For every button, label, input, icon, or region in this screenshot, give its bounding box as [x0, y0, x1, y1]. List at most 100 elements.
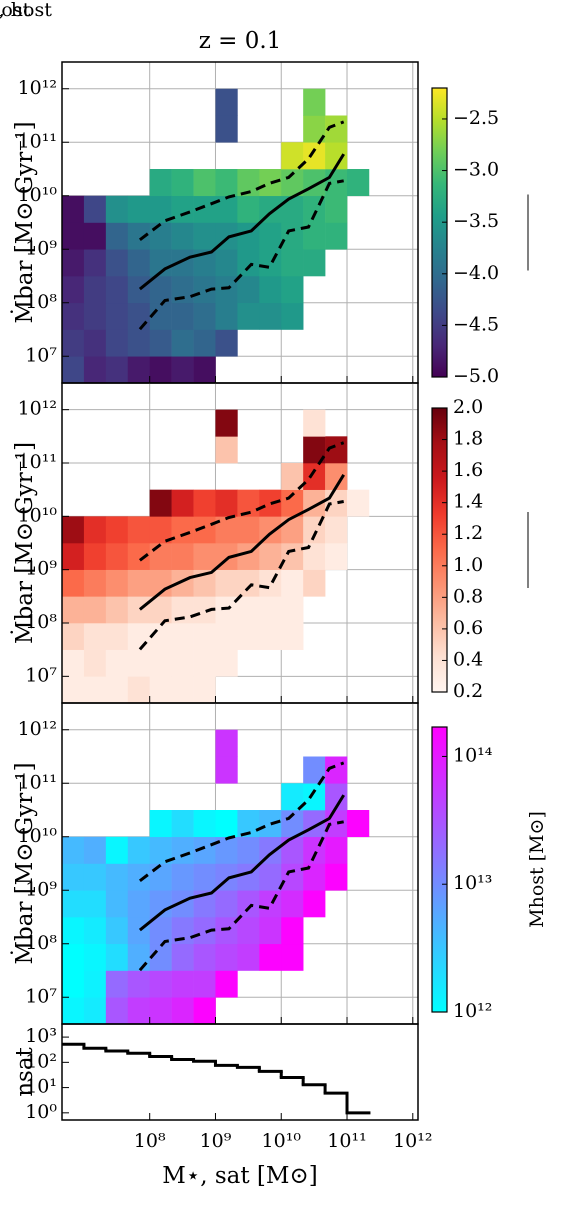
heatmap-cell: [171, 596, 194, 624]
colorbar-tick-label: 0.4: [453, 648, 483, 670]
heatmap-cell: [347, 489, 370, 517]
heatmap-cell: [281, 623, 304, 650]
heatmap-cell: [83, 516, 107, 544]
heatmap-cell: [171, 890, 194, 918]
y-tick-label: 10¹²: [18, 718, 57, 740]
heatmap-cell: [127, 329, 150, 357]
heatmap-cell: [325, 463, 348, 490]
chart-title: z = 0.1: [199, 28, 282, 54]
heatmap-cell: [83, 249, 107, 277]
colorbar-tick-label: −3.0: [453, 159, 499, 181]
heatmap-cell: [303, 463, 326, 490]
heatmap-cell: [215, 276, 238, 304]
heatmap-cell: [215, 596, 238, 624]
heatmap-cell: [281, 516, 304, 544]
heatmap-cell: [83, 356, 107, 383]
heatmap-cell: [127, 997, 150, 1024]
heatmap-cell: [171, 917, 194, 945]
heatmap-cell: [259, 276, 282, 304]
heatmap-cell: [83, 676, 107, 703]
x-axis-label: M⋆, sat [M⊙]: [162, 1163, 317, 1189]
x-tick-label: 10⁸: [134, 1130, 166, 1152]
x-tick-label: 10¹⁰: [262, 1130, 302, 1152]
heatmap-cell: [237, 302, 260, 330]
heatmap-cell: [149, 676, 172, 703]
colorbar-tick-label: −4.0: [453, 262, 499, 284]
colorbar-tick-label: 1.6: [453, 459, 483, 481]
heatmap-cell: [171, 302, 194, 330]
heatmap-cell: [303, 142, 326, 170]
heatmap-cell: [281, 195, 304, 223]
heatmap-cell: [149, 649, 172, 677]
heatmap-cell: [193, 836, 216, 864]
colorbar-label-denominator: Mhost: [0, 0, 31, 21]
heatmap-cell: [83, 649, 107, 677]
heatmap-cell: [193, 917, 216, 945]
heatmap-cell: [259, 623, 282, 650]
heatmap-cell: [62, 596, 85, 624]
heatmap-cell: [193, 863, 216, 891]
heatmap-cell: [281, 890, 304, 918]
heatmap-cell: [259, 543, 282, 570]
y-tick-label: 10¹¹: [18, 771, 57, 793]
heatmap-cell: [193, 649, 216, 677]
colorbar-tick-label: 1.4: [453, 491, 483, 513]
heatmap-cell: [303, 543, 326, 570]
heatmap-cell: [127, 596, 150, 624]
colorbar-tick-label: 1.2: [453, 522, 483, 544]
colorbar-tick-label: 0.6: [453, 617, 483, 639]
heatmap-cell: [127, 836, 150, 864]
heatmap-cell: [281, 810, 304, 838]
median-line: [138, 794, 345, 932]
heatmap-cell: [259, 943, 282, 971]
heatmap-cell: [325, 195, 348, 223]
heatmap-cell: [83, 596, 107, 624]
y-axis-label: nsat: [12, 1046, 38, 1096]
heatmap-cell: [193, 222, 216, 250]
heatmap-cell: [127, 676, 150, 703]
heatmap-cell: [215, 516, 238, 544]
heatmap-cell: [171, 222, 194, 250]
plot-area: [62, 729, 370, 1024]
heatmap-cell: [281, 169, 304, 197]
heatmap-cell: [193, 302, 216, 330]
heatmap-cell: [105, 943, 129, 971]
heatmap-cell: [62, 623, 85, 650]
heatmap-cell: [215, 890, 238, 918]
colorbar: [431, 87, 448, 378]
heatmap-cell: [127, 649, 150, 677]
heatmap-cell: [281, 783, 304, 811]
heatmap-cell: [215, 917, 238, 945]
heatmap-cell: [149, 970, 172, 998]
heatmap-cell: [83, 623, 107, 650]
heatmap-cell: [237, 810, 260, 838]
heatmap-cell: [303, 249, 326, 277]
heatmap-cell: [215, 810, 238, 838]
heatmap-cell: [83, 943, 107, 971]
heatmap-cell: [83, 997, 107, 1024]
heatmap-cell: [127, 516, 150, 544]
heatmap-cell: [259, 810, 282, 838]
y-tick-label: 10¹²: [18, 77, 57, 99]
heatmap-cell: [105, 195, 129, 223]
heatmap-cell: [303, 783, 326, 811]
heatmap-cell: [325, 836, 348, 864]
heatmap-cell: [259, 302, 282, 330]
heatmap-cell: [259, 222, 282, 250]
median-line: [138, 500, 344, 651]
heatmap-cell: [171, 836, 194, 864]
heatmap-cell: [83, 222, 107, 250]
heatmap-cell: [325, 543, 348, 570]
heatmap-cell: [83, 863, 107, 891]
heatmap-cell: [281, 276, 304, 304]
heatmap-cell: [83, 543, 107, 570]
heatmap-cell: [105, 917, 129, 945]
heatmap-cell: [127, 276, 150, 304]
heatmap-cell: [215, 436, 238, 464]
colorbar-tick-label: 10¹⁴: [453, 744, 493, 766]
colorbar-label-denominator: R200, host: [0, 0, 52, 21]
heatmap-cell: [149, 810, 172, 838]
heatmap-cell: [237, 836, 260, 864]
heatmap-cell: [62, 516, 85, 544]
